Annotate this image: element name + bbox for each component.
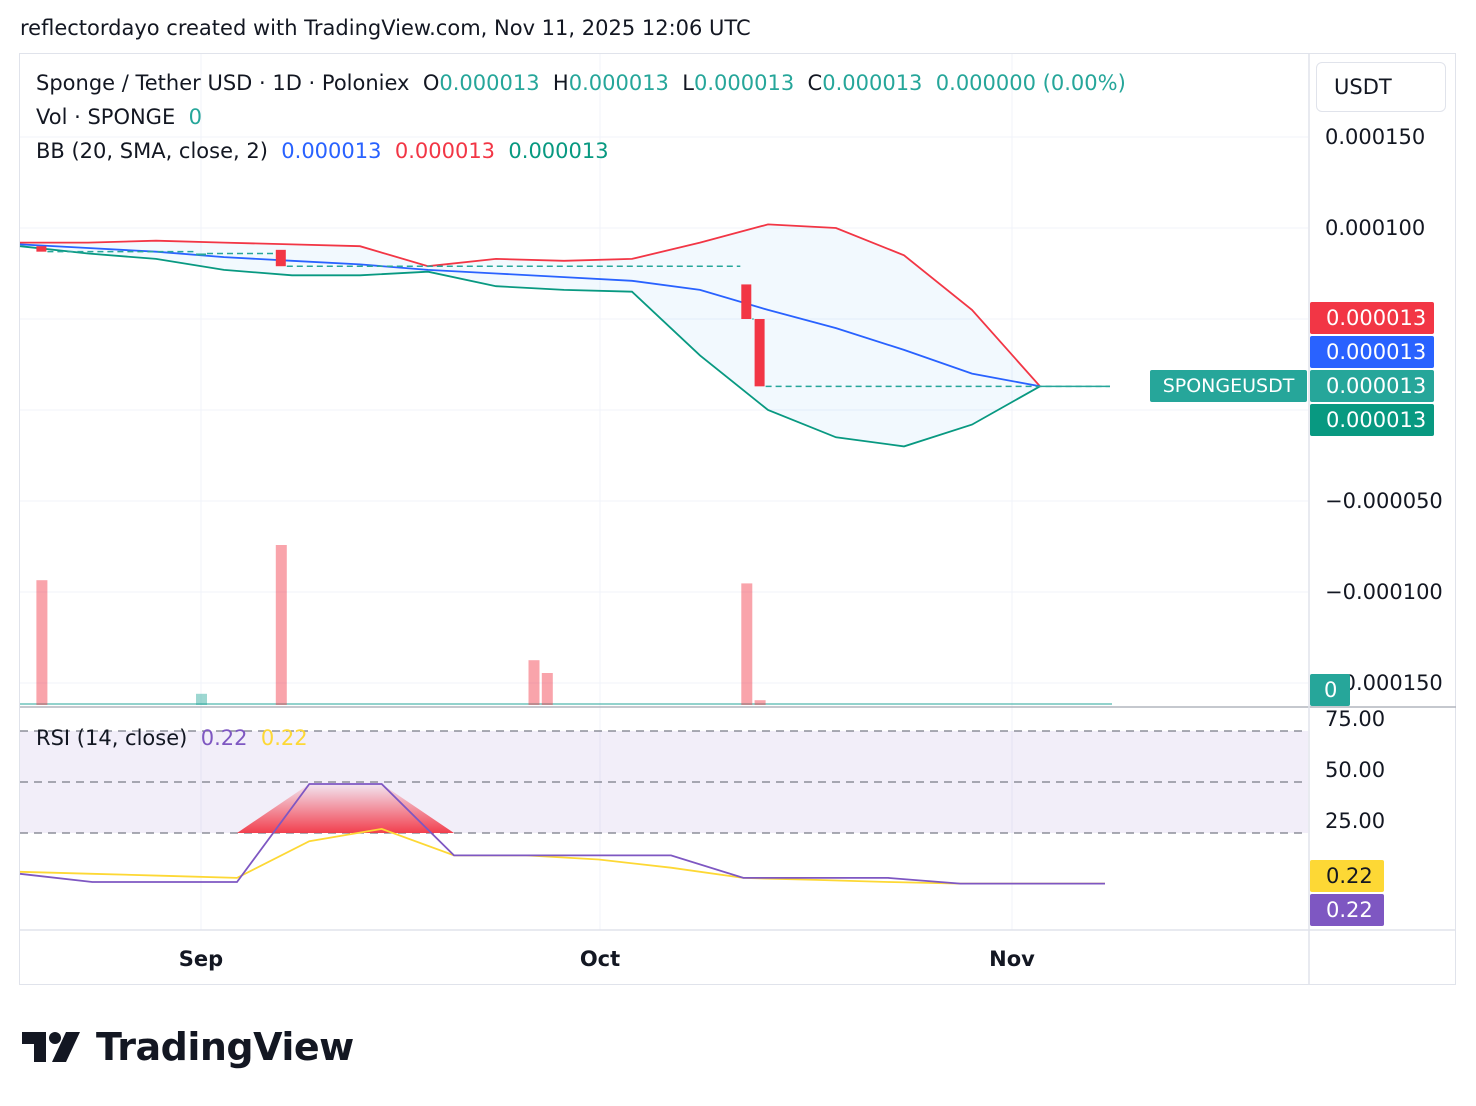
rsi-value: 0.22 [200,726,248,750]
bb-lower-value: 0.000013 [508,139,609,163]
rsi-ma-value: 0.22 [260,726,308,750]
rsi-axis-label: 25.00 [1325,809,1385,833]
rsi-oversold-fill [20,784,1105,833]
bb-basis-line [19,243,1041,388]
rsi-label[interactable]: RSI (14, close) [36,726,188,750]
volume-bar [528,660,540,705]
time-axis-labels[interactable]: Sep Oct Nov [179,947,1035,971]
price-axis-label: 0.000150 [1325,125,1425,149]
price-axis-label: −0.000100 [1325,580,1443,604]
rsi-legend: RSI (14, close) 0.22 0.22 [36,726,308,750]
bb-lower-line [19,245,1041,448]
rsi-pane [19,730,1308,885]
bb-lower-price-tag: 0.000013 [1310,404,1434,436]
time-axis-label: Oct [580,947,620,971]
volume-bar [275,545,287,705]
currency-selector-button[interactable]: USDT [1316,62,1446,112]
candlesticks [36,246,765,387]
rsi-ma-line [19,827,1105,885]
rsi-axis-label: 50.00 [1325,758,1385,782]
volume-bar [541,673,553,705]
change-value: 0.000000 (0.00%) [935,71,1126,95]
volume-bar [754,700,766,705]
tradingview-logo-text: TradingView [96,1025,354,1069]
high-label: H [552,71,569,95]
volume-bars [20,545,1112,705]
open-value: 0.000013 [439,71,540,95]
candle [275,249,286,267]
volume-bar [36,580,48,705]
time-axis-label: Sep [179,947,223,971]
candle [741,284,752,319]
time-axis-label: Nov [989,947,1035,971]
candle [36,246,47,252]
bb-upper-value: 0.000013 [394,139,496,163]
chart-attribution-header: reflectordayo created with TradingView.c… [20,16,751,40]
volume-label[interactable]: Vol · SPONGE [36,105,176,129]
symbol-price-tag: SPONGEUSDT [1150,370,1307,402]
volume-bar [741,583,753,705]
bollinger-band-fill [20,224,1040,447]
last-price-tag: 0.000013 [1310,370,1434,402]
price-axis-labels[interactable]: 0.0001500.000100−0.000050−0.000100−0.000… [1325,125,1443,833]
high-value: 0.000013 [568,71,669,95]
volume-bar [196,693,207,705]
grid-lines [20,54,1308,930]
bb-legend: BB (20, SMA, close, 2) 0.000013 0.000013… [36,139,609,163]
bb-basis-value: 0.000013 [281,139,382,163]
bb-upper-price-tag: 0.000013 [1310,302,1434,334]
tradingview-logo-icon [22,1032,80,1062]
bollinger-band-lines [19,223,1110,448]
volume-legend: Vol · SPONGE 0 [36,105,202,129]
rsi-line [19,783,1105,885]
volume-value: 0 [188,105,202,129]
volume-price-tag: 0 [1310,674,1350,706]
close-value: 0.000013 [822,71,923,95]
symbol-legend: Sponge / Tether USD · 1D · Poloniex O0.0… [36,71,1126,95]
candle [754,319,765,387]
open-label: O [422,71,440,95]
chart-frame [19,53,1456,985]
rsi-ma-tag: 0.22 [1310,860,1384,892]
price-axis-label: −0.000050 [1325,489,1443,513]
tradingview-logo[interactable]: TradingView [22,1022,354,1072]
bollinger-band-area [20,224,1040,447]
last-price-dashes [47,250,1110,388]
low-value: 0.000013 [693,71,795,95]
rsi-axis-label: 75.00 [1325,707,1385,731]
close-label: C [807,71,823,95]
bb-label[interactable]: BB (20, SMA, close, 2) [36,139,268,163]
rsi-tag: 0.22 [1310,894,1384,926]
low-label: L [682,71,694,95]
candle [196,253,206,256]
price-axis-label: 0.000100 [1325,216,1425,240]
symbol-title[interactable]: Sponge / Tether USD · 1D · Poloniex [36,71,410,95]
bb-upper-line [20,223,1041,387]
bb-basis-price-tag: 0.000013 [1310,336,1434,368]
